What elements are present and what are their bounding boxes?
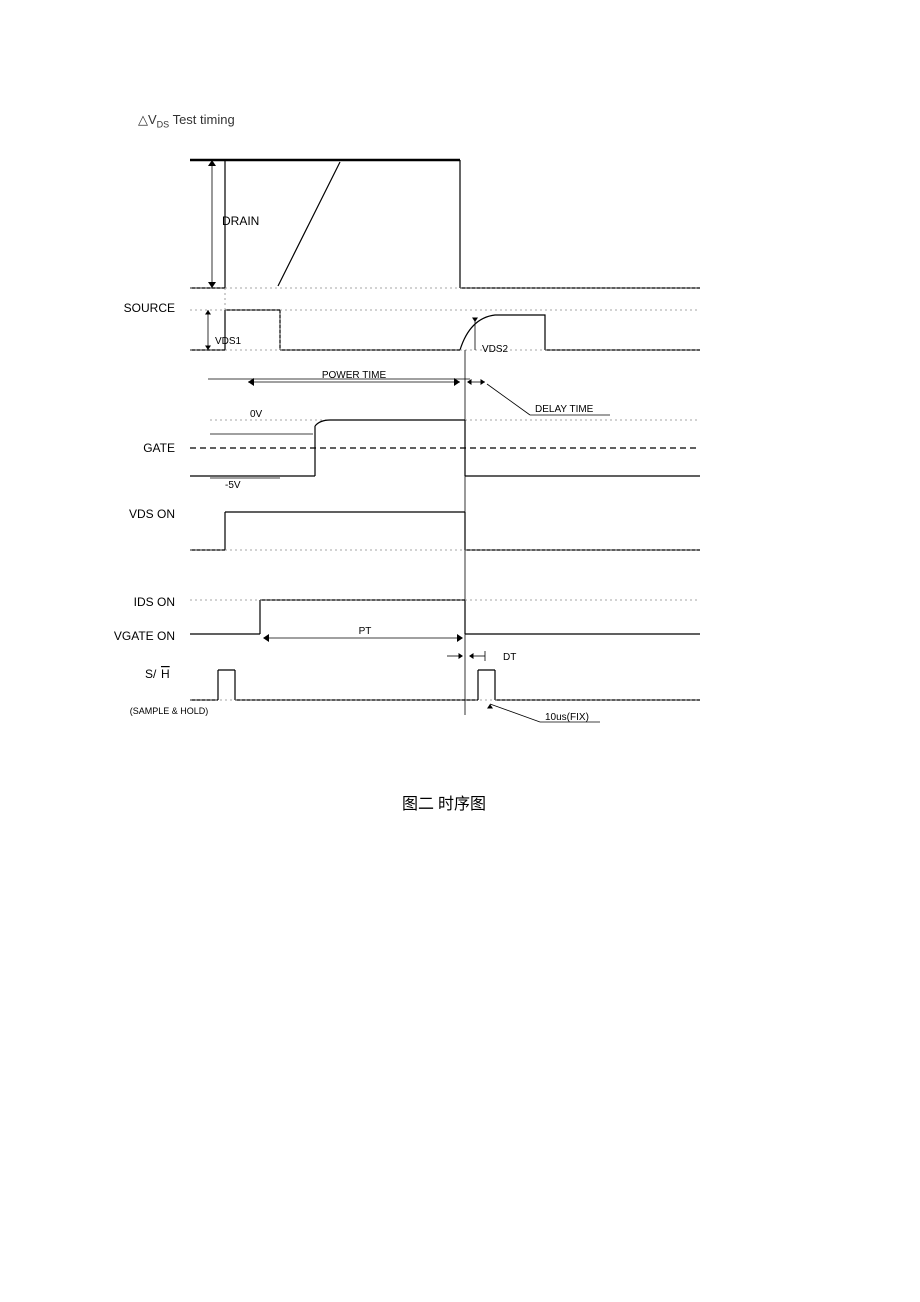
svg-text:DELAY TIME: DELAY TIME bbox=[535, 404, 594, 415]
timing-diagram: DRAINSOURCEVDS1VDS2POWER TIMEDELAY TIMEG… bbox=[0, 0, 920, 800]
svg-text:(SAMPLE & HOLD): (SAMPLE & HOLD) bbox=[130, 706, 209, 716]
svg-text:DT: DT bbox=[503, 652, 516, 663]
svg-text:SOURCE: SOURCE bbox=[124, 301, 175, 315]
svg-text:VDS1: VDS1 bbox=[215, 336, 242, 347]
svg-text:PT: PT bbox=[359, 626, 372, 637]
svg-text:10us(FIX): 10us(FIX) bbox=[545, 712, 589, 723]
svg-text:H: H bbox=[161, 667, 170, 681]
svg-text:-5V: -5V bbox=[225, 480, 241, 491]
svg-text:VGATE ON: VGATE ON bbox=[114, 629, 175, 643]
svg-text:S/: S/ bbox=[145, 667, 157, 681]
svg-text:DRAIN: DRAIN bbox=[222, 214, 259, 228]
figure-caption: 图二 时序图 bbox=[402, 790, 486, 814]
svg-text:IDS ON: IDS ON bbox=[134, 595, 175, 609]
svg-text:VDS ON: VDS ON bbox=[129, 507, 175, 521]
svg-text:GATE: GATE bbox=[143, 441, 175, 455]
svg-text:VDS2: VDS2 bbox=[482, 344, 509, 355]
svg-text:0V: 0V bbox=[250, 409, 263, 420]
